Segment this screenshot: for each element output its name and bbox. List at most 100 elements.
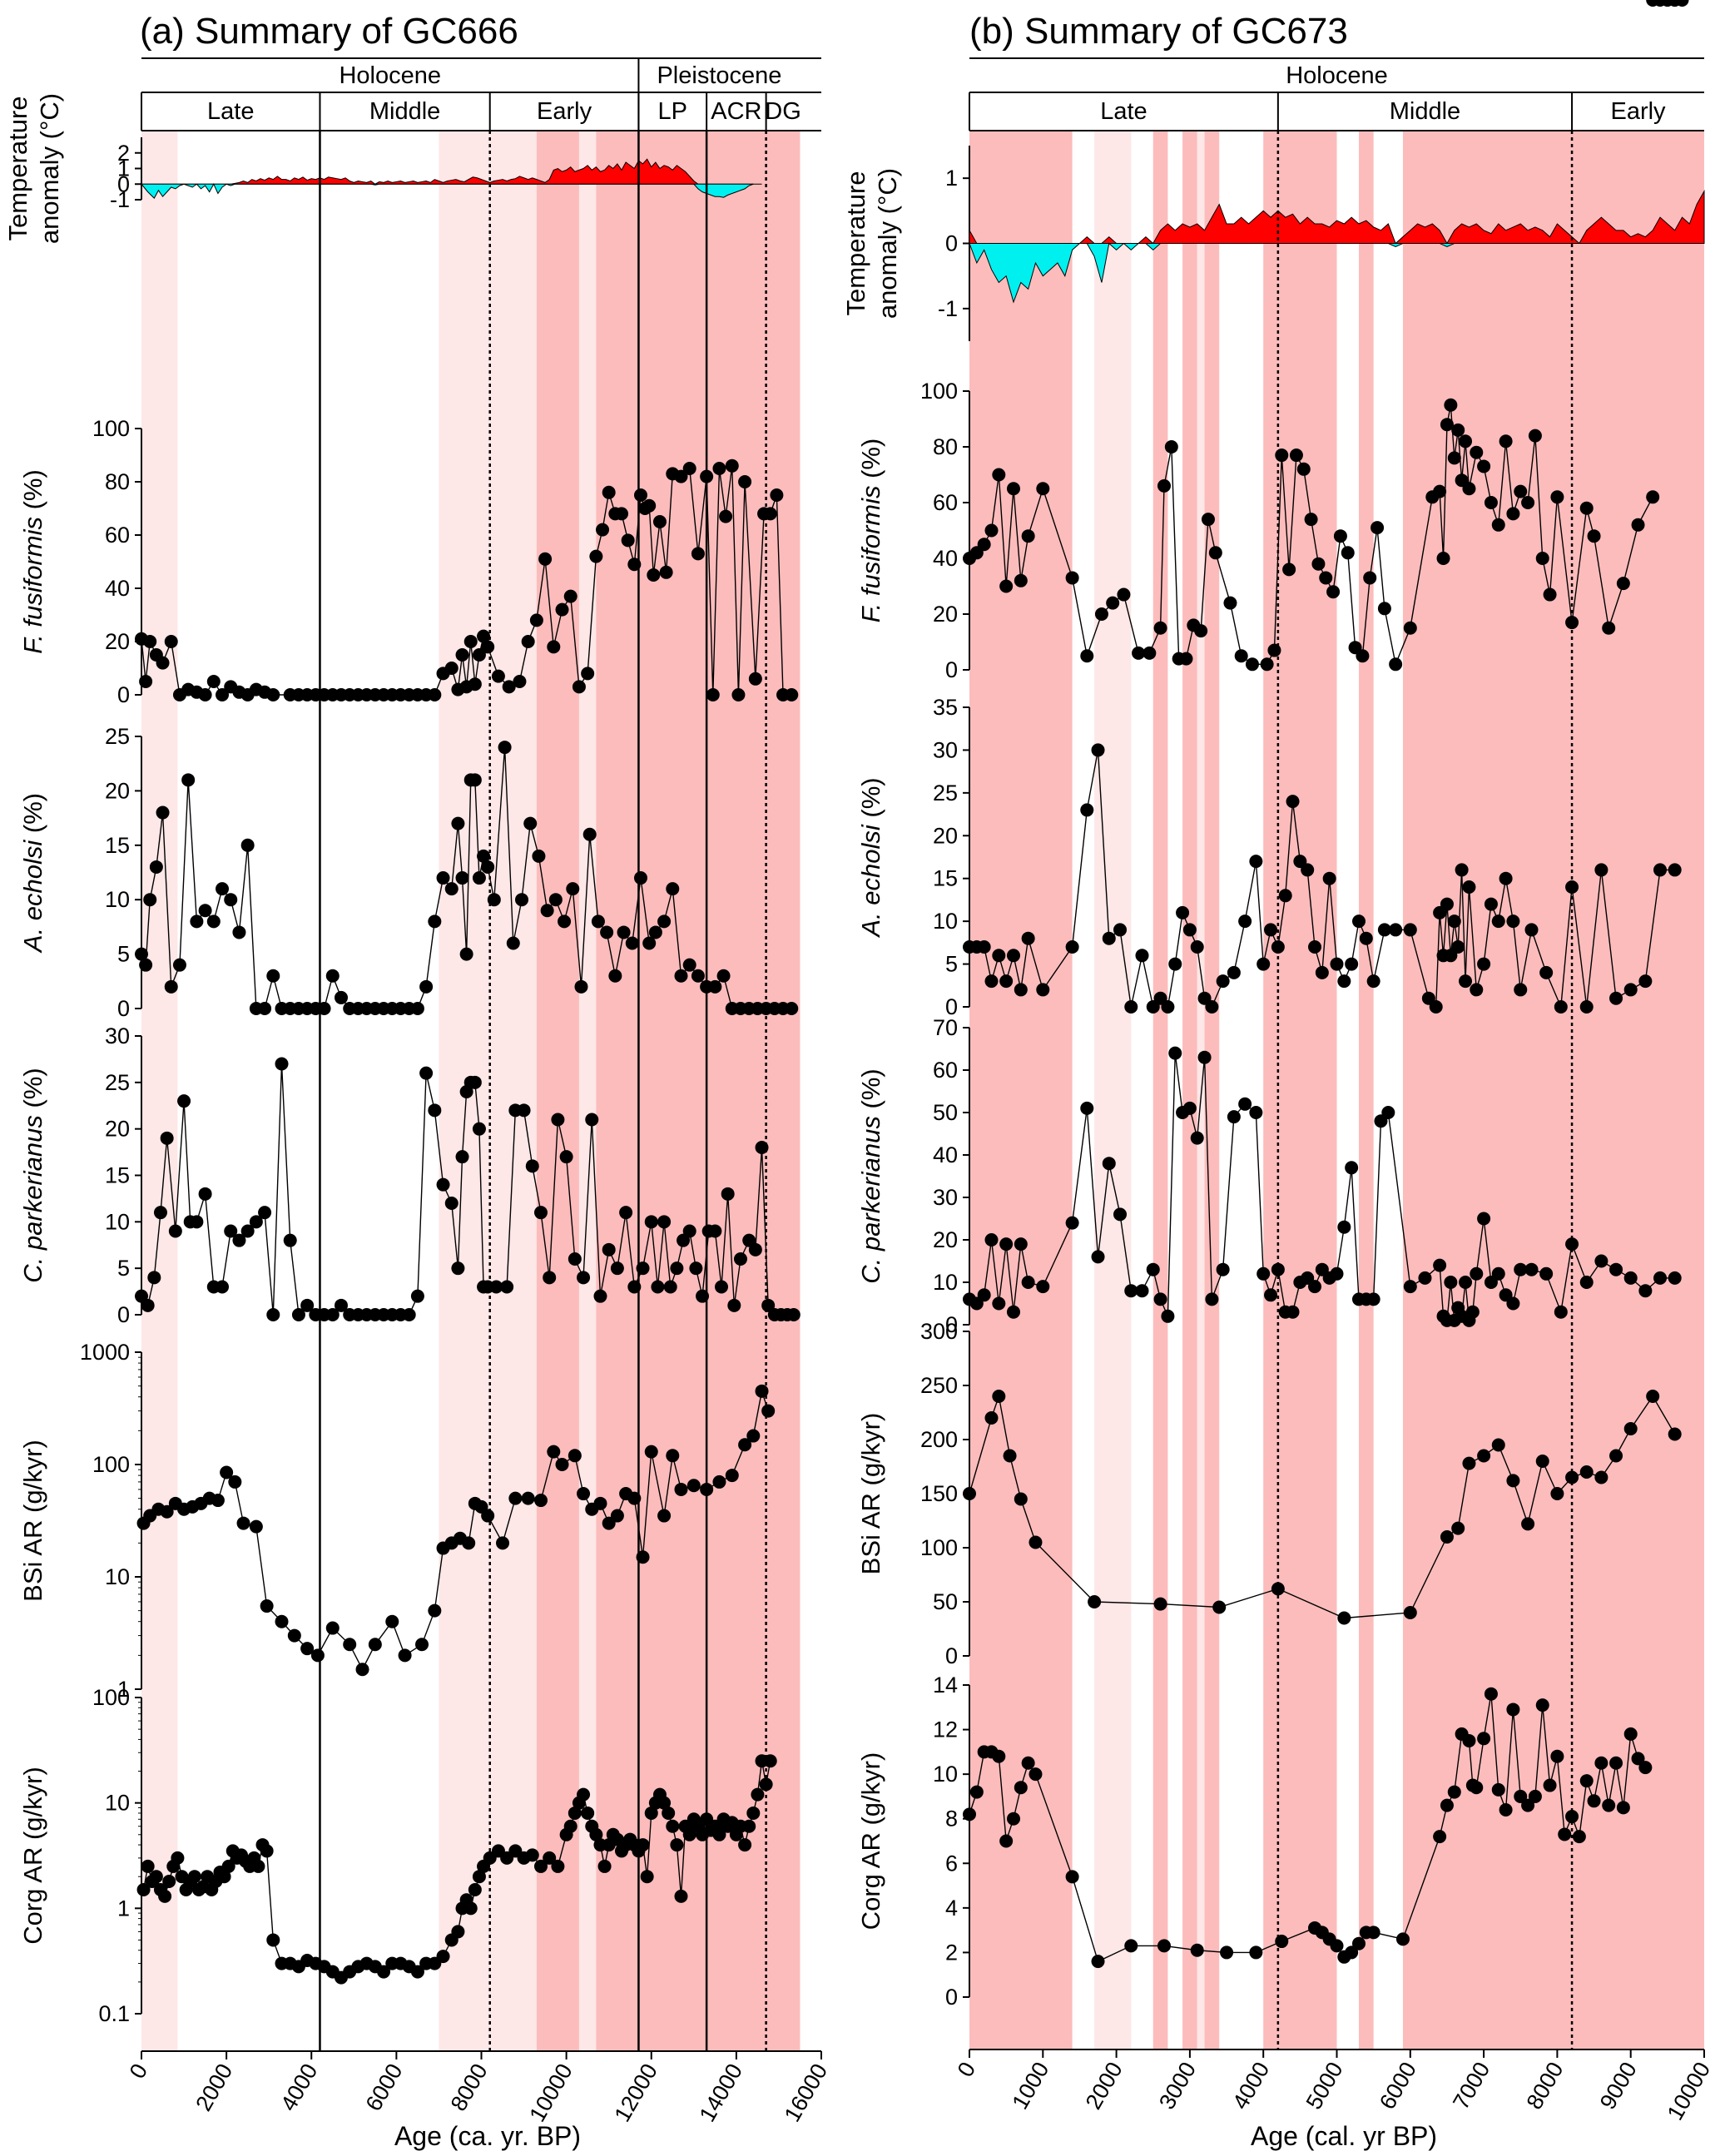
data-point bbox=[171, 1851, 185, 1865]
data-point bbox=[1554, 1305, 1568, 1319]
y-tick-label: 10 bbox=[933, 1762, 958, 1787]
data-point bbox=[568, 1806, 582, 1820]
data-point bbox=[742, 1819, 756, 1833]
data-point bbox=[1403, 1280, 1417, 1294]
data-point bbox=[216, 688, 230, 701]
data-point bbox=[977, 538, 991, 552]
panel-b-boundaries bbox=[1276, 131, 1574, 2049]
data-point bbox=[489, 1280, 503, 1294]
data-point bbox=[657, 914, 672, 929]
y-tick-label: 25 bbox=[105, 1070, 130, 1095]
data-point bbox=[164, 635, 178, 648]
data-point bbox=[249, 1215, 263, 1229]
warm-anomaly-area bbox=[141, 158, 754, 185]
data-point bbox=[455, 1150, 469, 1164]
data-point bbox=[1594, 1470, 1608, 1484]
data-point bbox=[275, 1057, 289, 1071]
data-point bbox=[687, 1479, 701, 1493]
data-point bbox=[377, 1965, 391, 1979]
data-point bbox=[463, 1901, 478, 1916]
data-point bbox=[1337, 1611, 1351, 1625]
data-point bbox=[644, 1806, 658, 1820]
y-tick-label: 0 bbox=[945, 231, 958, 256]
panel-a-gc666: (a) Summary of GC666 Holocene Pleistocene… bbox=[3, 11, 832, 2151]
data-point bbox=[139, 958, 153, 972]
epoch-label: Holocene bbox=[339, 62, 441, 89]
data-point bbox=[785, 688, 799, 701]
data-point bbox=[682, 1224, 696, 1238]
data-point bbox=[666, 882, 680, 896]
data-point bbox=[963, 1487, 976, 1500]
data-point bbox=[716, 969, 731, 983]
y-tick-label: 100 bbox=[920, 379, 958, 404]
data-point bbox=[662, 1806, 676, 1820]
subplot-ae: 0 5 10 15 20 25 A. echolsi (%) bbox=[18, 724, 799, 1021]
y-tick-label: 8 bbox=[945, 1807, 958, 1831]
data-point bbox=[602, 485, 616, 499]
data-point bbox=[1216, 974, 1230, 989]
data-point bbox=[1179, 652, 1193, 666]
y-axis-label-unit: (%) bbox=[18, 793, 47, 840]
data-point bbox=[220, 1465, 234, 1479]
y-tick-label: 0 bbox=[945, 1985, 958, 2010]
data-point bbox=[147, 1271, 161, 1285]
data-point bbox=[513, 675, 527, 688]
data-point bbox=[551, 1859, 565, 1873]
data-point bbox=[770, 488, 784, 502]
data-point bbox=[139, 675, 153, 688]
x-tick-label: 8000 bbox=[446, 2059, 493, 2115]
y-tick-label: 15 bbox=[105, 1163, 130, 1188]
data-point bbox=[287, 1628, 301, 1643]
y-tick-label: 150 bbox=[920, 1481, 958, 1506]
y-tick-label: 25 bbox=[933, 781, 958, 805]
data-point bbox=[162, 1874, 176, 1888]
data-point bbox=[240, 1224, 255, 1238]
data-point bbox=[1337, 974, 1351, 989]
data-point bbox=[1623, 1727, 1638, 1741]
data-point bbox=[1036, 983, 1050, 997]
y-tick-label: 100 bbox=[920, 1535, 958, 1560]
data-point bbox=[1631, 518, 1645, 532]
data-point bbox=[187, 1870, 201, 1884]
data-point bbox=[674, 1482, 688, 1496]
data-point bbox=[1157, 1939, 1171, 1953]
data-point bbox=[1491, 1266, 1505, 1281]
data-point bbox=[1436, 552, 1450, 565]
data-point bbox=[300, 1642, 315, 1656]
data-point bbox=[1322, 871, 1336, 885]
data-point bbox=[190, 914, 204, 929]
data-point bbox=[1491, 914, 1505, 929]
data-point bbox=[589, 549, 603, 563]
y-axis-label-unit: (%) bbox=[18, 1068, 47, 1115]
data-point bbox=[547, 640, 561, 654]
data-point bbox=[1238, 1097, 1252, 1111]
data-point bbox=[1433, 1830, 1447, 1844]
stage-label: Late bbox=[1100, 98, 1147, 125]
data-point bbox=[1220, 1945, 1234, 1960]
data-point bbox=[523, 816, 538, 830]
data-point bbox=[1506, 914, 1520, 929]
data-point bbox=[1036, 482, 1050, 496]
data-point bbox=[1094, 607, 1108, 621]
data-point bbox=[691, 969, 705, 983]
x-tick-label: 8000 bbox=[1522, 2058, 1569, 2114]
y-tick-label: 14 bbox=[933, 1673, 958, 1698]
data-point bbox=[451, 1261, 465, 1276]
data-point bbox=[190, 1215, 204, 1229]
y-axis-label-line2: anomaly (°C) bbox=[35, 93, 64, 244]
y-tick-label: 40 bbox=[933, 546, 958, 571]
data-point bbox=[1029, 1535, 1043, 1549]
data-point bbox=[1539, 1266, 1554, 1281]
data-point bbox=[1308, 940, 1322, 954]
data-point bbox=[1470, 1266, 1484, 1281]
data-point bbox=[500, 1280, 514, 1294]
data-point bbox=[746, 1429, 761, 1443]
data-point bbox=[563, 589, 577, 603]
data-point bbox=[1528, 1789, 1542, 1803]
y-tick-label: 30 bbox=[105, 1023, 130, 1048]
data-point bbox=[1675, 0, 1689, 7]
data-point bbox=[1550, 490, 1564, 504]
data-point bbox=[156, 805, 170, 820]
data-point bbox=[1499, 434, 1513, 449]
